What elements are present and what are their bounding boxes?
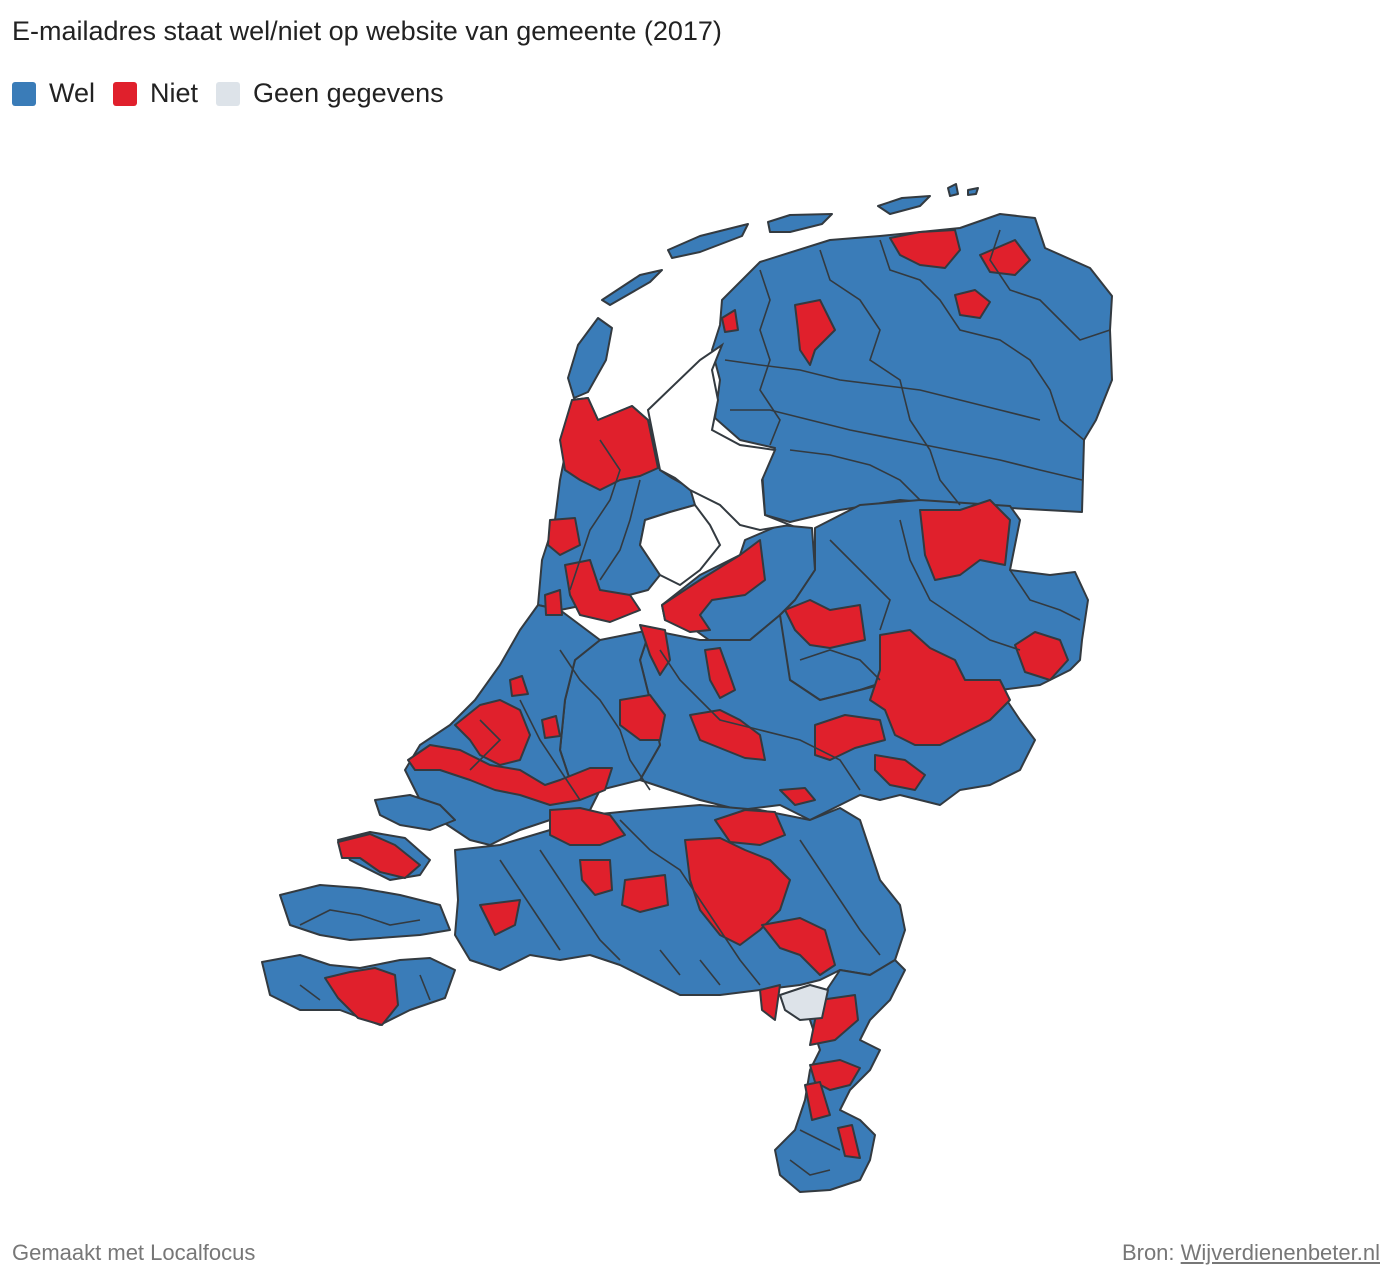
island-terschelling[interactable] bbox=[667, 223, 749, 259]
island-vlieland[interactable] bbox=[601, 269, 663, 306]
niet-area[interactable] bbox=[869, 629, 1011, 746]
niet-area[interactable] bbox=[761, 917, 836, 976]
map-title: E-mailadres staat wel/niet op website va… bbox=[12, 16, 722, 46]
niet-area[interactable] bbox=[979, 239, 1031, 276]
niet-area[interactable] bbox=[559, 397, 659, 491]
legend-item-niet[interactable]: Niet bbox=[113, 78, 198, 109]
niet-area[interactable] bbox=[337, 833, 421, 879]
source-label: Bron: bbox=[1121, 1240, 1175, 1265]
niet-area[interactable] bbox=[479, 899, 521, 936]
niet-area[interactable] bbox=[889, 229, 961, 269]
legend: Wel Niet Geen gegevens bbox=[12, 78, 462, 109]
niet-area[interactable] bbox=[689, 709, 766, 761]
niet-area[interactable] bbox=[784, 599, 866, 649]
island-schiermonnikoog[interactable] bbox=[877, 195, 931, 215]
niet-area[interactable] bbox=[509, 675, 529, 697]
niet-area[interactable] bbox=[544, 589, 563, 616]
region-goeree[interactable] bbox=[374, 794, 456, 831]
markermeer bbox=[638, 503, 722, 587]
niet-area[interactable] bbox=[541, 715, 561, 739]
geen-gegevens-area[interactable] bbox=[779, 984, 829, 1021]
niet-area[interactable] bbox=[564, 559, 641, 623]
niet-area[interactable] bbox=[661, 539, 766, 633]
map-geen-gegevens-areas bbox=[779, 984, 829, 1021]
legend-label-geen-gegevens: Geen gegevens bbox=[253, 78, 444, 108]
niet-area[interactable] bbox=[549, 807, 626, 846]
niet-area[interactable] bbox=[794, 299, 836, 366]
legend-swatch-geen-gegevens bbox=[216, 81, 241, 106]
island-rottumerplaat[interactable] bbox=[967, 187, 979, 196]
niet-area[interactable] bbox=[579, 859, 613, 896]
legend-item-wel[interactable]: Wel bbox=[12, 78, 95, 109]
region-walcheren-beveland[interactable] bbox=[279, 884, 451, 941]
footer-source: Bron: Wijverdienenbeter.nl bbox=[1122, 1240, 1380, 1266]
footer-made-with: Gemaakt met Localfocus bbox=[12, 1240, 256, 1265]
niet-area[interactable] bbox=[919, 499, 1011, 581]
niet-area[interactable] bbox=[639, 624, 671, 676]
niet-area[interactable] bbox=[779, 787, 816, 806]
island-texel[interactable] bbox=[567, 317, 613, 399]
niet-area[interactable] bbox=[721, 309, 739, 333]
niet-area[interactable] bbox=[837, 1124, 861, 1159]
legend-swatch-wel bbox=[12, 81, 36, 106]
niet-area[interactable] bbox=[621, 874, 669, 913]
island-rottumeroog[interactable] bbox=[947, 183, 959, 197]
legend-label-niet: Niet bbox=[150, 78, 199, 108]
niet-area[interactable] bbox=[1014, 631, 1069, 681]
niet-area[interactable] bbox=[547, 517, 581, 556]
legend-label-wel: Wel bbox=[49, 78, 96, 108]
municipality-borders bbox=[299, 229, 1111, 1176]
niet-area[interactable] bbox=[407, 744, 613, 806]
region-noord-brabant[interactable] bbox=[454, 804, 906, 996]
ijsselmeer bbox=[646, 342, 794, 532]
legend-swatch-niet bbox=[113, 81, 138, 106]
legend-item-geen-gegevens[interactable]: Geen gegevens bbox=[216, 78, 444, 109]
niet-area[interactable] bbox=[814, 714, 886, 761]
island-ameland[interactable] bbox=[767, 213, 833, 233]
niet-area[interactable] bbox=[619, 694, 666, 741]
niet-area[interactable] bbox=[804, 1081, 831, 1121]
niet-area[interactable] bbox=[704, 647, 736, 699]
source-link[interactable]: Wijverdienenbeter.nl bbox=[1180, 1240, 1380, 1265]
niet-area[interactable] bbox=[874, 754, 926, 791]
niet-area[interactable] bbox=[324, 967, 399, 1026]
niet-area[interactable] bbox=[954, 289, 991, 319]
map-water bbox=[638, 342, 794, 587]
niet-area[interactable] bbox=[759, 984, 781, 1021]
map-niet-areas bbox=[324, 229, 1069, 1159]
